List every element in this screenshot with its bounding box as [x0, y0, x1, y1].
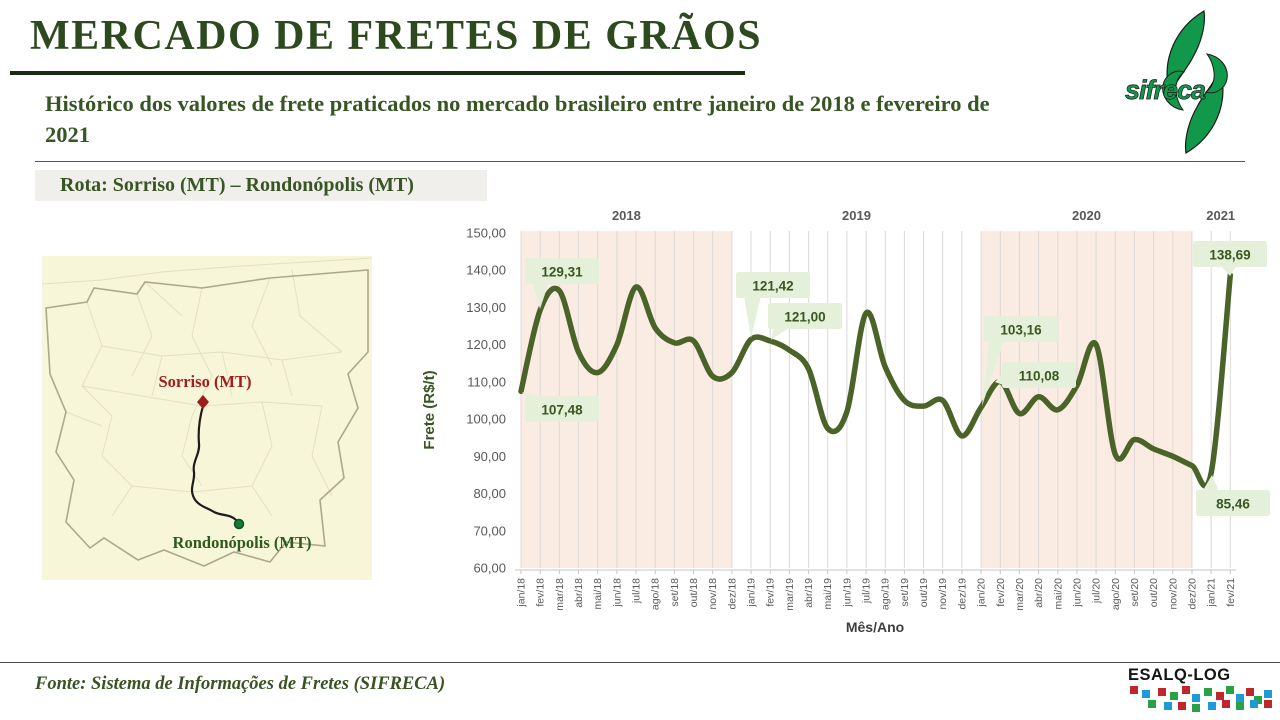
map-destination-label: Rondonópolis (MT): [173, 533, 312, 552]
freight-line-chart: 60,00 70,00 80,00 90,00 100,00 110,00 120,00 13…: [421, 208, 1270, 635]
x-tick-label: abr/20: [1033, 578, 1045, 608]
y-tick-label: 130,00: [466, 300, 506, 315]
x-tick-label: dez/20: [1187, 578, 1199, 610]
esalq-log-logo: ESALQ-LOG: [1128, 666, 1272, 712]
year-label-2020: 2020: [1072, 208, 1101, 223]
sifreca-logo: sifreca: [1125, 10, 1228, 154]
data-label-fev/19: 121,00: [768, 303, 842, 340]
state-outline: [45, 269, 369, 567]
x-tick-label: out/20: [1148, 578, 1160, 607]
x-tick-label: jan/21: [1206, 578, 1218, 608]
x-tick-label: jan/20: [976, 578, 988, 608]
y-tick-label: 70,00: [473, 523, 506, 538]
x-tick-label: fev/21: [1225, 578, 1237, 607]
x-tick-label: ago/20: [1110, 578, 1122, 610]
x-tick-label: nov/19: [937, 578, 949, 610]
svg-text:129,31: 129,31: [541, 265, 583, 280]
x-tick-label: mai/18: [592, 578, 604, 610]
x-tick-label: mar/18: [554, 578, 566, 611]
svg-text:138,69: 138,69: [1209, 248, 1250, 263]
y-tick-label: 140,00: [466, 263, 506, 278]
x-tick-label: mar/19: [784, 578, 796, 611]
x-tick-label: dez/19: [956, 578, 968, 610]
route-label: Rota: Sorriso (MT) – Rondonópolis (MT): [35, 170, 487, 201]
svg-text:103,16: 103,16: [1000, 323, 1042, 338]
subtitle: Histórico dos valores de frete praticado…: [45, 91, 990, 148]
data-label-jan/19: 121,42: [736, 272, 810, 338]
footer-divider: [0, 662, 1280, 663]
data-label-jan/18: 107,48: [522, 392, 599, 422]
data-label-fev/18: 129,31: [525, 258, 599, 309]
x-tick-label: jun/19: [841, 578, 853, 608]
x-tick-label: mai/20: [1052, 578, 1064, 610]
y-tick-label: 100,00: [466, 412, 506, 427]
year-label-2021: 2021: [1206, 208, 1235, 223]
x-tick-label: mai/19: [822, 578, 834, 610]
svg-text:121,00: 121,00: [784, 310, 825, 325]
route-line: [190, 405, 240, 524]
sifreca-swirl-icon: [1162, 10, 1228, 154]
x-tick-label: nov/18: [707, 578, 719, 610]
y-tick-label: 120,00: [466, 337, 506, 352]
x-tick-label: mar/20: [1014, 578, 1026, 611]
svg-text:85,46: 85,46: [1216, 497, 1250, 512]
origin-marker-icon: [197, 395, 209, 409]
x-tick-label: jan/18: [516, 578, 528, 608]
x-tick-label: fev/19: [765, 578, 777, 607]
data-label-fev/21: 138,69: [1193, 241, 1267, 276]
svg-text:110,08: 110,08: [1019, 369, 1060, 384]
destination-marker-icon: [233, 518, 245, 530]
y-axis-title: Frete (R$/t): [421, 370, 438, 449]
esalq-log-text: ESALQ-LOG: [1128, 666, 1231, 684]
header-divider: [35, 161, 1245, 162]
sifreca-logo-text: sifreca: [1125, 75, 1206, 105]
x-tick-label: abr/18: [573, 578, 585, 608]
page-title: MERCADO DE FRETES DE GRÃOS: [30, 13, 763, 59]
map-origin-label: Sorriso (MT): [158, 372, 251, 391]
y-tick-label: 90,00: [473, 449, 506, 464]
x-tick-label: nov/20: [1167, 578, 1179, 610]
x-tick-label: jul/20: [1091, 578, 1103, 604]
x-tick-label: set/18: [669, 578, 681, 607]
data-label-fev/20: 110,08: [995, 362, 1076, 388]
data-label-jan/20: 103,16: [982, 316, 1058, 406]
x-tick-label: fev/18: [535, 578, 547, 607]
data-label-jan/21: 85,46: [1196, 475, 1270, 516]
x-tick-label: set/20: [1129, 578, 1141, 607]
year-label-2019: 2019: [842, 208, 871, 223]
y-tick-label: 110,00: [467, 374, 506, 389]
x-tick-label: out/18: [688, 578, 700, 607]
y-tick-label: 60,00: [473, 561, 506, 576]
x-tick-label: ago/18: [650, 578, 662, 610]
route-map: Sorriso (MT) Rondonópolis (MT): [42, 256, 372, 580]
x-axis-title: Mês/Ano: [846, 619, 904, 635]
year-label-2018: 2018: [612, 208, 641, 223]
svg-text:107,48: 107,48: [541, 403, 583, 418]
x-tick-label: jun/18: [611, 578, 623, 608]
x-tick-label: fev/20: [995, 578, 1007, 607]
freight-series-line: [518, 272, 1234, 489]
x-tick-label: set/19: [899, 578, 911, 607]
source-text: Fonte: Sistema de Informações de Fretes …: [35, 674, 446, 694]
x-tick-label: jan/19: [746, 578, 758, 608]
x-tick-label: dez/18: [726, 578, 738, 610]
esalq-squares-icon: [1128, 686, 1278, 712]
title-underline: [10, 71, 745, 75]
x-tick-label: abr/19: [803, 578, 815, 608]
map-background: [42, 256, 372, 580]
x-tick-label: jul/19: [861, 578, 873, 604]
x-tick-label: jun/20: [1071, 578, 1083, 608]
x-tick-label: jul/18: [631, 578, 643, 604]
y-tick-label: 80,00: [473, 486, 506, 501]
x-tick-label: out/19: [918, 578, 930, 607]
year-band-2020: [981, 231, 1192, 568]
svg-text:121,42: 121,42: [752, 279, 793, 294]
x-tick-label: ago/19: [880, 578, 892, 610]
y-tick-label: 150,00: [466, 226, 506, 241]
